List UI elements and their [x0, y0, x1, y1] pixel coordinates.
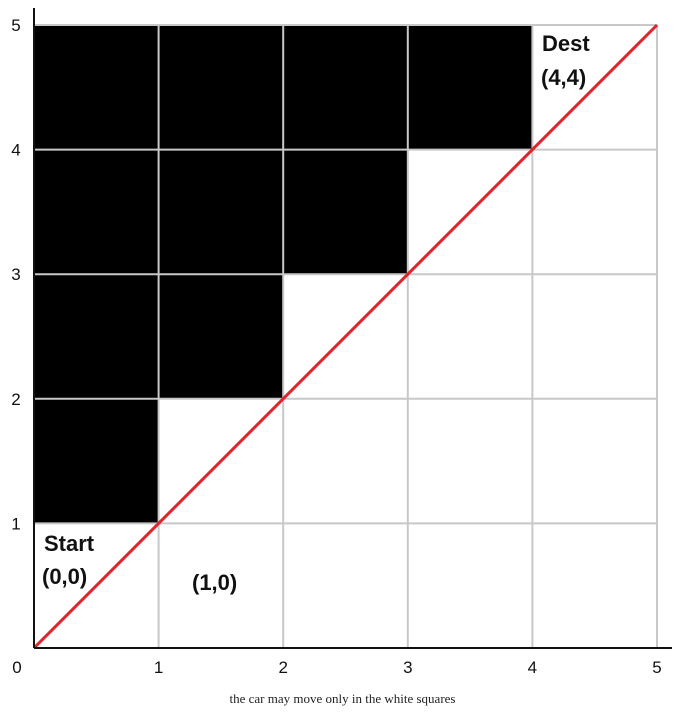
x-tick-label: 1	[154, 658, 163, 677]
blocked-cell	[283, 149, 408, 275]
y-tick-label: 3	[11, 265, 20, 284]
blocked-cells	[34, 25, 533, 524]
grid-lines	[34, 24, 658, 648]
blocked-cell	[158, 25, 284, 150]
x-tick-label: 0	[12, 658, 21, 677]
blocked-cell	[283, 25, 408, 150]
x-tick-label: 2	[278, 658, 287, 677]
y-tick-label: 4	[11, 141, 20, 160]
blocked-cell	[34, 274, 159, 399]
diagonal-line	[32, 23, 659, 650]
start-coordinate: (0,0)	[42, 564, 87, 589]
dest-label: Dest	[542, 31, 590, 56]
blocked-cell	[34, 149, 159, 275]
x-tick-label: 3	[403, 658, 412, 677]
x-tick-label: 4	[528, 658, 537, 677]
blocked-cell	[158, 149, 284, 275]
blocked-cell	[158, 274, 284, 399]
dest-coordinate: (4,4)	[541, 65, 586, 90]
y-tick-label: 1	[11, 514, 20, 533]
start-label: Start	[44, 531, 95, 556]
blocked-cell	[407, 25, 533, 150]
cell-1-0-label: (1,0)	[192, 570, 237, 595]
caption: the car may move only in the white squar…	[229, 691, 456, 706]
blocked-cell	[34, 25, 159, 150]
blocked-cell	[34, 398, 159, 524]
y-tick-label: 5	[11, 16, 20, 35]
y-tick-label: 2	[11, 390, 20, 409]
x-tick-label: 5	[652, 658, 661, 677]
axis-ticks: 0 1 2 3 4 5 1 2 3 4 5	[11, 16, 661, 677]
grid-diagram: 0 1 2 3 4 5 1 2 3 4 5 Start (0,0) (1,0) Dest (4,4)	[11, 8, 672, 677]
